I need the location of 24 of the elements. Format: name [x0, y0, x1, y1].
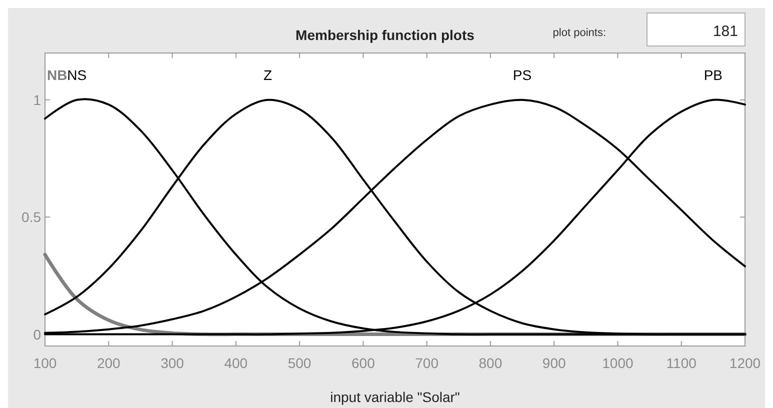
x-tick-label: 900	[542, 355, 566, 371]
x-tick-label: 600	[352, 355, 376, 371]
x-tick-label: 700	[415, 355, 439, 371]
x-tick-label: 400	[224, 355, 248, 371]
x-tick-label: 1200	[729, 355, 761, 371]
chart-title: Membership function plots	[296, 27, 475, 43]
series-label: Z	[263, 67, 272, 83]
text: NB	[47, 67, 68, 83]
x-axis-title: input variable "Solar"	[330, 389, 460, 405]
x-tick-label: 100	[33, 355, 57, 371]
x-tick-label: 500	[288, 355, 312, 371]
x-tick-label: 200	[96, 355, 121, 371]
x-tick-label: 1100	[666, 355, 697, 371]
series-label: PB	[704, 67, 723, 83]
x-tick-label: 1000	[602, 355, 634, 371]
y-tick-label: 0	[33, 326, 42, 342]
series-label: PS	[512, 67, 532, 83]
y-tick-label: 0.5	[22, 209, 42, 226]
y-tick-label: 1	[33, 92, 42, 108]
text: 181	[712, 23, 738, 40]
x-tick-label: 800	[478, 355, 502, 371]
text: plot points:	[552, 27, 606, 39]
series-label: NS	[67, 67, 87, 83]
x-tick-label: 300	[160, 355, 184, 371]
